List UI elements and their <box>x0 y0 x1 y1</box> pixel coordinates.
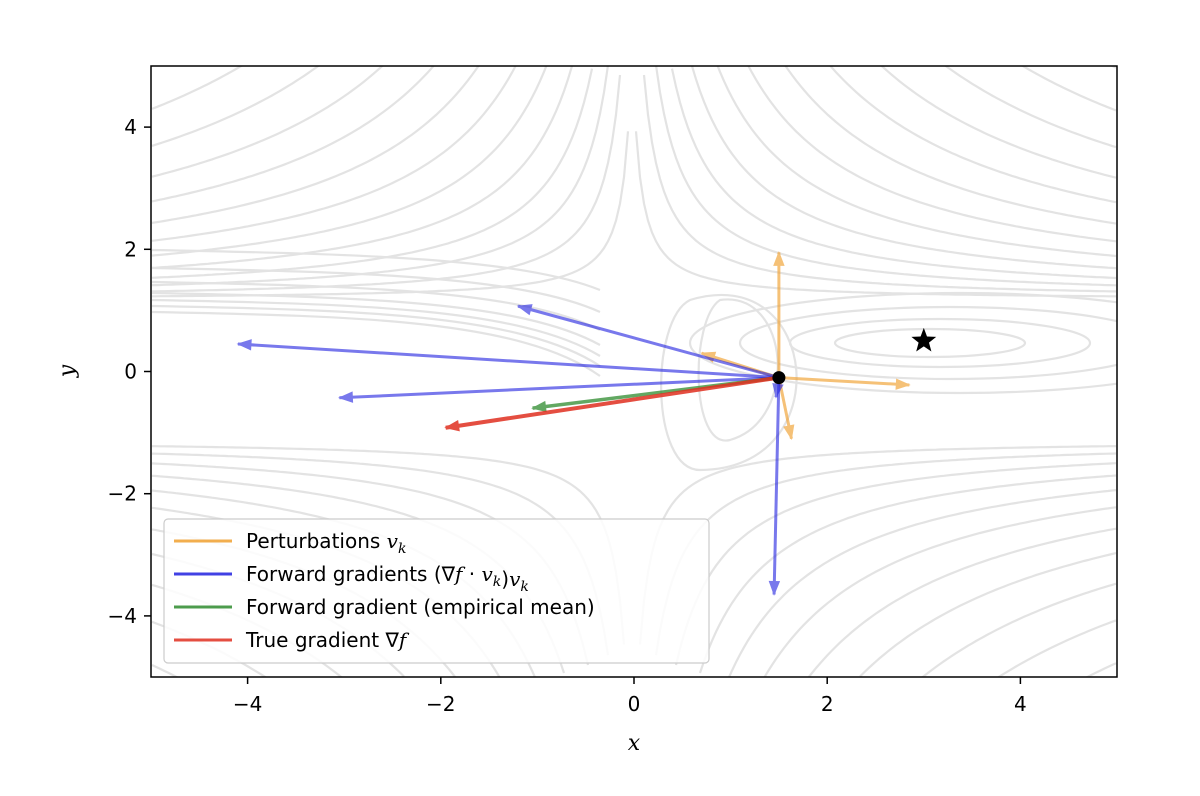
contour-lines <box>151 66 1117 677</box>
vector-head <box>516 304 533 316</box>
vector-head <box>236 339 252 351</box>
x-tick-label: −2 <box>426 692 455 716</box>
vector-head <box>895 378 911 390</box>
contour-line <box>151 66 548 257</box>
y-tick-label: 0 <box>124 360 137 384</box>
contour-line <box>829 66 1117 204</box>
contour-line <box>151 66 384 178</box>
contour-line <box>151 248 601 292</box>
contour-line <box>151 304 601 367</box>
axis-ticks: −4 −2 0 2 4 −4 −2 0 2 4 <box>108 115 1027 716</box>
contour-line <box>921 582 1117 677</box>
contour-line <box>674 462 1117 666</box>
y-tick-label: 2 <box>124 237 137 261</box>
contour-loop <box>688 291 1117 395</box>
contour-line <box>654 452 1117 656</box>
vector-shaft <box>339 376 779 400</box>
vector-1 <box>516 304 780 380</box>
y-tick-label: 4 <box>124 115 137 139</box>
marker-layer <box>772 327 937 385</box>
contour-line <box>151 452 610 656</box>
contour-line <box>1084 662 1117 677</box>
legend: Perturbations vk Forward gradients (∇f · … <box>163 518 710 664</box>
legend-label: Forward gradients (∇f · vk)vk <box>246 562 529 595</box>
vector-head <box>783 424 795 441</box>
y-tick-label: −4 <box>108 604 137 628</box>
x-tick-label: 4 <box>1014 692 1027 716</box>
contour-line <box>151 66 435 203</box>
legend-box <box>163 518 710 664</box>
contour-line <box>784 66 1117 225</box>
contour-line <box>716 66 1117 258</box>
vector-head <box>768 580 781 596</box>
contour-line <box>151 298 601 357</box>
contour-line <box>151 310 601 377</box>
vector-layer <box>236 250 911 596</box>
vector-head <box>531 400 547 413</box>
vector-1 <box>768 377 781 596</box>
contour-line <box>859 552 1117 677</box>
contour-line <box>151 66 320 147</box>
contour-line <box>152 445 626 645</box>
vector-head <box>337 391 354 403</box>
contour-line <box>151 66 609 287</box>
contour-line <box>151 266 601 314</box>
contour-line <box>880 66 1117 179</box>
y-axis-label: y <box>55 364 80 378</box>
x-tick-label: 0 <box>628 692 641 716</box>
contour-line <box>638 445 1117 645</box>
contour-line <box>670 68 1117 280</box>
y-tick-label: −2 <box>108 482 137 506</box>
vector-head <box>444 420 460 432</box>
contour-line <box>996 619 1117 677</box>
contour-line <box>151 66 517 242</box>
x-axis-label: x <box>628 731 641 756</box>
current-point <box>772 371 786 385</box>
contour-loop <box>697 298 779 442</box>
contour-line <box>151 291 601 346</box>
contour-line <box>1020 66 1117 112</box>
contour-line <box>727 489 1117 677</box>
contour-loop <box>660 293 798 472</box>
contour-line <box>747 66 1117 243</box>
contour-line <box>151 66 480 224</box>
contour-line <box>151 280 601 331</box>
contour-line <box>151 66 244 110</box>
contour-line <box>763 506 1117 677</box>
vector-shaft <box>237 342 779 380</box>
contour-loop <box>738 305 1117 381</box>
vector-0 <box>778 376 911 390</box>
vector-0 <box>773 250 785 378</box>
contour-line <box>655 66 1117 287</box>
contour-line <box>151 74 622 293</box>
x-tick-label: −4 <box>233 692 262 716</box>
legend-label: Perturbations vk <box>246 529 406 557</box>
contour-line <box>698 474 1117 674</box>
vector-head <box>772 382 784 399</box>
x-tick-label: 2 <box>821 692 834 716</box>
vector-shaft <box>772 377 781 595</box>
contour-line <box>690 66 1117 270</box>
contour-line <box>151 68 594 279</box>
vector-3 <box>444 375 780 432</box>
contour-line <box>151 66 574 269</box>
optimum-star <box>911 327 937 352</box>
vector-1 <box>337 376 779 403</box>
vector-head <box>773 250 785 266</box>
vector-1 <box>236 339 779 380</box>
contour-line <box>944 66 1117 149</box>
vector-shaft <box>778 376 910 387</box>
legend-label: Forward gradient (empirical mean) <box>246 595 595 619</box>
contour-loop <box>833 327 1027 359</box>
vector-shaft <box>517 304 780 380</box>
vector-shaft <box>445 375 780 430</box>
legend-label: True gradient ∇f <box>245 628 410 652</box>
contour-line <box>807 527 1117 677</box>
contour-line <box>642 74 1116 293</box>
